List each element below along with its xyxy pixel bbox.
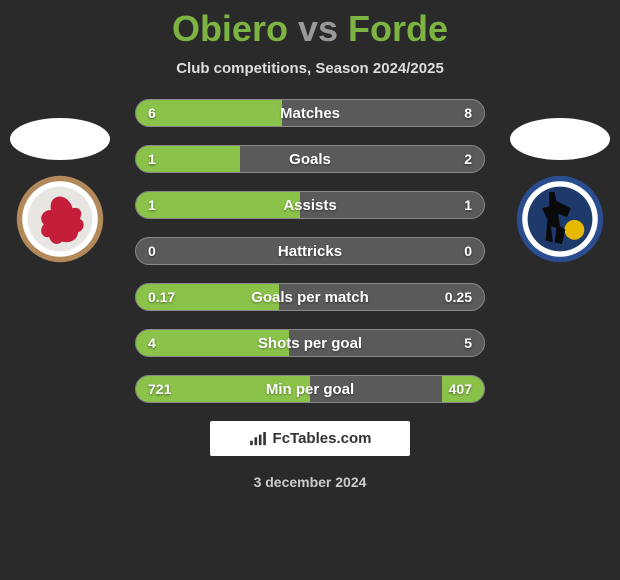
chart-icon bbox=[249, 432, 267, 446]
stat-label: Shots per goal bbox=[136, 330, 484, 356]
player1-club-crest bbox=[15, 174, 105, 264]
player1-name: Obiero bbox=[172, 8, 288, 49]
stat-row: 0.170.25Goals per match bbox=[135, 283, 485, 311]
stat-label: Goals per match bbox=[136, 284, 484, 310]
player2-name: Forde bbox=[348, 8, 448, 49]
stat-row: 00Hattricks bbox=[135, 237, 485, 265]
stat-row: 68Matches bbox=[135, 99, 485, 127]
stats-list: 68Matches 12Goals 11Assists 00Hattricks 0.17… bbox=[135, 99, 485, 403]
player2-avatar bbox=[510, 118, 610, 160]
title-heading: Obiero vs Forde bbox=[0, 0, 620, 50]
vs-text: vs bbox=[298, 8, 338, 49]
stat-label: Min per goal bbox=[136, 376, 484, 402]
subtitle: Club competitions, Season 2024/2025 bbox=[0, 60, 620, 77]
stat-row: 11Assists bbox=[135, 191, 485, 219]
stat-row: 45Shots per goal bbox=[135, 329, 485, 357]
stat-label: Hattricks bbox=[136, 238, 484, 264]
stat-row: 721407Min per goal bbox=[135, 375, 485, 403]
date-text: 3 december 2024 bbox=[0, 474, 620, 490]
brand-text: FcTables.com bbox=[273, 430, 372, 447]
brand-badge[interactable]: FcTables.com bbox=[210, 421, 410, 456]
player1-avatar bbox=[10, 118, 110, 160]
player2-club-crest bbox=[515, 174, 605, 264]
stat-label: Goals bbox=[136, 146, 484, 172]
stat-row: 12Goals bbox=[135, 145, 485, 173]
stat-label: Assists bbox=[136, 192, 484, 218]
stat-label: Matches bbox=[136, 100, 484, 126]
